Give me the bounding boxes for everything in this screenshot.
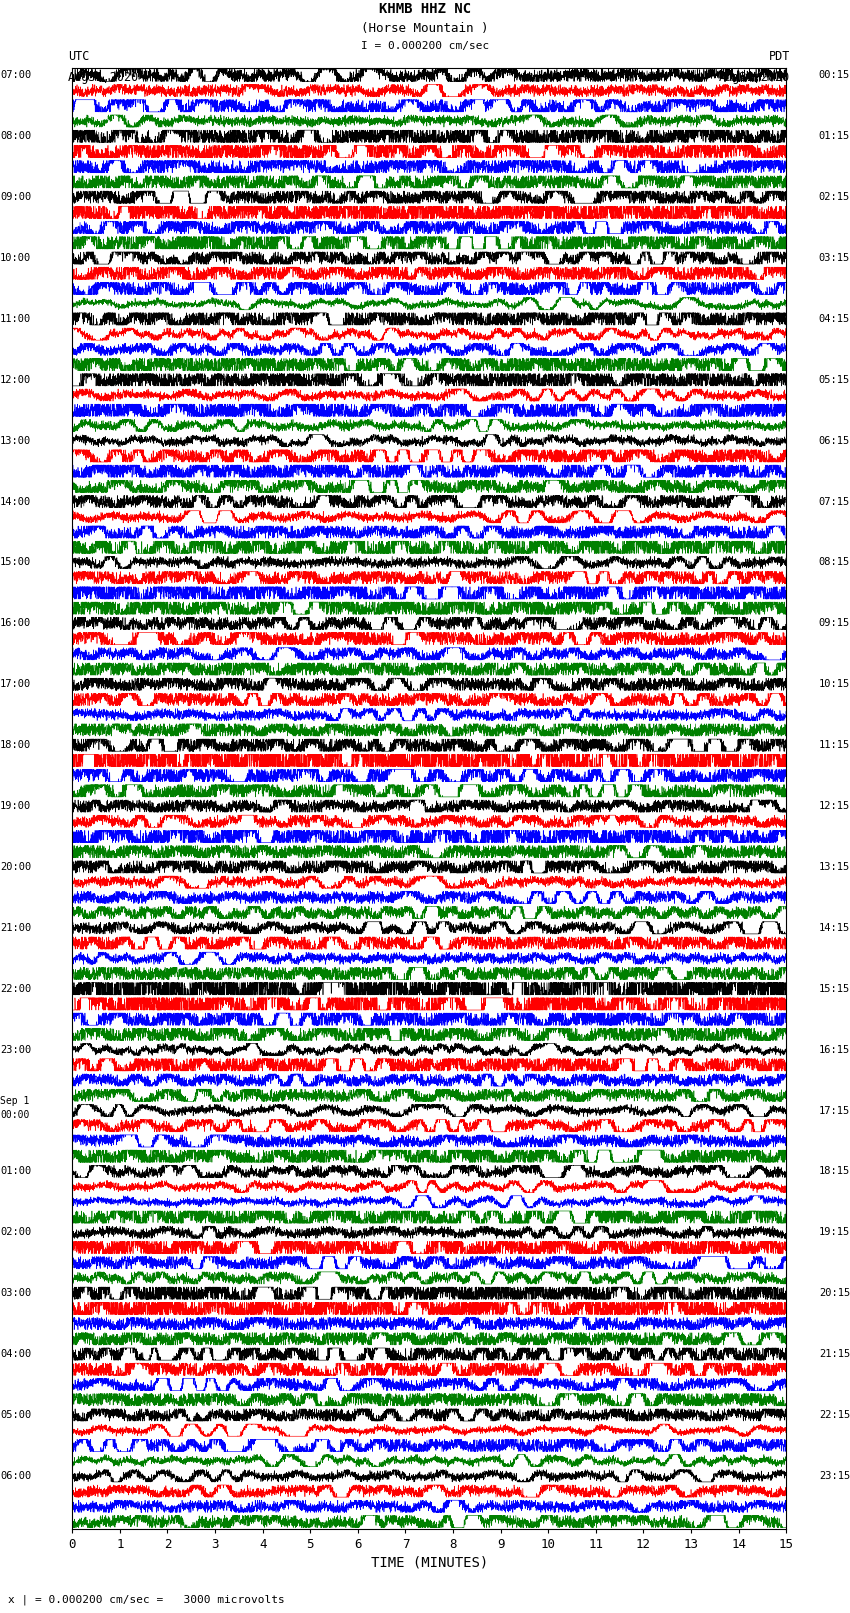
Text: I = 0.000200 cm/sec: I = 0.000200 cm/sec <box>361 40 489 52</box>
Text: 08:00: 08:00 <box>0 131 31 142</box>
Text: 12:15: 12:15 <box>819 802 850 811</box>
Text: 22:00: 22:00 <box>0 984 31 994</box>
Text: 11:15: 11:15 <box>819 740 850 750</box>
Text: PDT: PDT <box>769 50 790 63</box>
Text: 05:15: 05:15 <box>819 374 850 386</box>
Text: 22:15: 22:15 <box>819 1410 850 1419</box>
Text: 23:15: 23:15 <box>819 1471 850 1481</box>
Text: 13:15: 13:15 <box>819 861 850 873</box>
Text: 20:00: 20:00 <box>0 861 31 873</box>
Text: 15:00: 15:00 <box>0 558 31 568</box>
Text: 09:15: 09:15 <box>819 618 850 629</box>
Text: Aug31,2020: Aug31,2020 <box>719 71 791 84</box>
Text: 02:15: 02:15 <box>819 192 850 202</box>
Text: 15:15: 15:15 <box>819 984 850 994</box>
Text: 17:00: 17:00 <box>0 679 31 689</box>
Text: KHMB HHZ NC: KHMB HHZ NC <box>379 3 471 16</box>
Text: 10:15: 10:15 <box>819 679 850 689</box>
Text: 16:15: 16:15 <box>819 1045 850 1055</box>
Text: 21:00: 21:00 <box>0 923 31 932</box>
Text: 01:15: 01:15 <box>819 131 850 142</box>
Text: 16:00: 16:00 <box>0 618 31 629</box>
Text: 06:00: 06:00 <box>0 1471 31 1481</box>
Text: 07:15: 07:15 <box>819 497 850 506</box>
Text: 06:15: 06:15 <box>819 436 850 445</box>
Text: 03:15: 03:15 <box>819 253 850 263</box>
Text: 07:00: 07:00 <box>0 71 31 81</box>
Text: 18:15: 18:15 <box>819 1166 850 1176</box>
Text: 19:00: 19:00 <box>0 802 31 811</box>
Text: Sep 1: Sep 1 <box>0 1095 30 1107</box>
Text: 11:00: 11:00 <box>0 315 31 324</box>
Text: 00:00: 00:00 <box>0 1110 30 1121</box>
Text: 00:15: 00:15 <box>819 71 850 81</box>
Text: 19:15: 19:15 <box>819 1227 850 1237</box>
Text: 17:15: 17:15 <box>819 1105 850 1116</box>
Text: x | = 0.000200 cm/sec =   3000 microvolts: x | = 0.000200 cm/sec = 3000 microvolts <box>8 1594 286 1605</box>
Text: 20:15: 20:15 <box>819 1289 850 1298</box>
Text: 18:00: 18:00 <box>0 740 31 750</box>
Text: 02:00: 02:00 <box>0 1227 31 1237</box>
Text: 03:00: 03:00 <box>0 1289 31 1298</box>
Text: 14:15: 14:15 <box>819 923 850 932</box>
Text: 09:00: 09:00 <box>0 192 31 202</box>
Text: 01:00: 01:00 <box>0 1166 31 1176</box>
Text: 10:00: 10:00 <box>0 253 31 263</box>
Text: 23:00: 23:00 <box>0 1045 31 1055</box>
Text: 12:00: 12:00 <box>0 374 31 386</box>
Text: 08:15: 08:15 <box>819 558 850 568</box>
Text: (Horse Mountain ): (Horse Mountain ) <box>361 23 489 35</box>
X-axis label: TIME (MINUTES): TIME (MINUTES) <box>371 1555 488 1569</box>
Text: 05:00: 05:00 <box>0 1410 31 1419</box>
Text: 04:00: 04:00 <box>0 1348 31 1360</box>
Text: 21:15: 21:15 <box>819 1348 850 1360</box>
Text: 04:15: 04:15 <box>819 315 850 324</box>
Text: UTC: UTC <box>68 50 89 63</box>
Text: 14:00: 14:00 <box>0 497 31 506</box>
Text: Aug31,2020: Aug31,2020 <box>68 71 139 84</box>
Text: 13:00: 13:00 <box>0 436 31 445</box>
